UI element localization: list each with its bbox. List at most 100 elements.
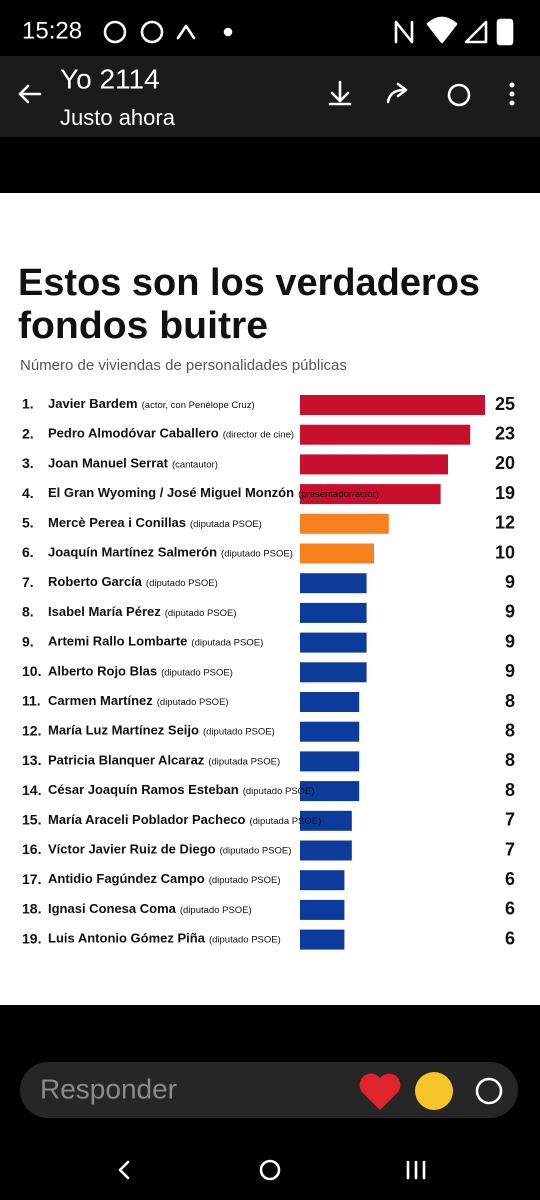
value-label: 8 [505, 720, 515, 740]
row-label: Pedro Almodóvar Caballero (director de ci… [48, 426, 294, 441]
header-subtitle: Justo ahora [60, 105, 176, 130]
row-label: Luis Antonio Gómez Piña (diputado PSOE) [48, 931, 281, 946]
heart-reaction[interactable] [359, 1073, 401, 1110]
value-label: 9 [505, 572, 515, 592]
bar [300, 424, 471, 445]
value-label: 9 [505, 661, 515, 681]
category-name: Alberto Rojo Blas [48, 664, 157, 679]
category-note: (cantautor) [172, 459, 218, 470]
nav-back[interactable] [118, 1160, 130, 1180]
rank: 1. [22, 396, 34, 412]
category-note: (diputado PSOE) [209, 875, 281, 886]
menu-button[interactable] [509, 82, 515, 106]
category-note: (diputada PSOE) [208, 756, 280, 767]
row-label: María Luz Martínez Seijo (diputado PSOE) [48, 723, 275, 738]
category-note: (presentador/actor) [298, 489, 379, 500]
category-name: Isabel María Pérez [48, 604, 161, 619]
row-label: Mercè Perea i Conillas (diputada PSOE) [48, 515, 262, 530]
category-note: (diputado PSOE) [221, 548, 293, 559]
category-note: (diputado PSOE) [180, 904, 252, 915]
row-label: Carmen Martínez (diputado PSOE) [48, 693, 229, 708]
row-label: Víctor Javier Ruiz de Diego (diputado PSO… [48, 842, 291, 857]
bar [300, 929, 345, 950]
category-note: (diputada PSOE) [191, 637, 263, 648]
status-icons [103, 16, 514, 46]
category-name: Artemi Rallo Lombarte [48, 634, 187, 649]
category-name: Carmen Martínez [48, 693, 153, 708]
rank: 16. [22, 841, 41, 857]
nav-home[interactable] [259, 1159, 281, 1181]
rank: 10. [22, 663, 41, 679]
star-button[interactable] [447, 83, 471, 107]
image [0, 193, 540, 1005]
value-label: 6 [505, 869, 515, 889]
chart-title: fondos buitre [18, 305, 268, 347]
rank: 15. [22, 812, 41, 828]
row-label: Antidio Fagúndez Campo (diputado PSOE) [48, 872, 281, 887]
status-time: 15:28 [22, 17, 82, 44]
category-name: Patricia Blanquer Alcaraz [48, 753, 205, 768]
bar [300, 899, 345, 920]
category-name: María Luz Martínez Seijo [48, 723, 199, 738]
rank: 7. [22, 574, 34, 590]
value-label: 8 [505, 750, 515, 770]
emoji-button[interactable] [475, 1077, 503, 1105]
category-name: Ignasi Conesa Coma [48, 901, 177, 916]
reply-placeholder: Responder [40, 1073, 177, 1104]
download-button[interactable] [328, 80, 352, 106]
back-button[interactable] [18, 84, 42, 104]
category-note: (actor, con Penélope Cruz) [142, 400, 255, 411]
category-name: Pedro Almodóvar Caballero [48, 426, 219, 441]
value-label: 10 [495, 542, 515, 562]
row-label: Joan Manuel Serrat (cantautor) [48, 456, 218, 471]
value-label: 25 [495, 394, 515, 414]
value-label: 6 [505, 928, 515, 948]
row-label: Patricia Blanquer Alcaraz (diputada PSOE) [48, 753, 280, 768]
bar [300, 810, 352, 831]
bar [300, 543, 374, 564]
bar [300, 781, 360, 802]
nav-recents[interactable] [406, 1160, 426, 1180]
category-note: (diputado PSOE) [203, 726, 275, 737]
row-label: Roberto García (diputado PSOE) [48, 575, 218, 590]
bar [300, 632, 367, 653]
row-label: Javier Bardem (actor, con Penélope Cruz) [48, 396, 255, 411]
bar [300, 484, 441, 505]
bar [300, 870, 345, 891]
rank: 18. [22, 901, 41, 917]
category-name: Joan Manuel Serrat [48, 456, 169, 471]
category-note: (diputado PSOE) [161, 667, 233, 678]
rank: 12. [22, 722, 41, 738]
forward-button[interactable] [386, 82, 408, 104]
laugh-reaction[interactable] [415, 1072, 453, 1110]
row-label: César Joaquín Ramos Esteban (diputado PSO… [48, 783, 315, 798]
category-note: (diputado PSOE) [209, 934, 281, 945]
value-label: 6 [505, 899, 515, 919]
value-label: 19 [495, 483, 515, 503]
category-name: César Joaquín Ramos Esteban [48, 783, 239, 798]
category-name: Joaquín Martínez Salmerón [48, 545, 217, 560]
category-note: (diputado PSOE) [243, 786, 315, 797]
row-label: Isabel María Pérez (diputado PSOE) [48, 604, 237, 619]
category-name: Luis Antonio Gómez Piña [48, 931, 206, 946]
category-note: (diputado PSOE) [146, 578, 218, 589]
rank: 9. [22, 633, 34, 649]
category-note: (diputado PSOE) [165, 607, 237, 618]
chart-rows: 25 1. Javier Bardem (actor, con Penélope Cr… [22, 394, 515, 950]
rank: 3. [22, 455, 34, 471]
value-label: 7 [505, 839, 515, 859]
value-label: 23 [495, 423, 515, 443]
category-note: (diputado PSOE) [220, 845, 292, 856]
rank: 4. [22, 485, 34, 501]
bar [300, 662, 367, 683]
rank: 2. [22, 425, 34, 441]
row-label: Artemi Rallo Lombarte (diputada PSOE) [48, 634, 263, 649]
value-label: 8 [505, 780, 515, 800]
category-name: Javier Bardem [48, 396, 138, 411]
bar [300, 840, 352, 861]
bar [300, 692, 360, 712]
rank: 5. [22, 515, 34, 531]
category-name: Víctor Javier Ruiz de Diego [48, 842, 216, 857]
chart-title: Estos son los verdaderos [18, 262, 480, 304]
row-label: Joaquín Martínez Salmerón (diputado PSOE) [48, 545, 293, 560]
